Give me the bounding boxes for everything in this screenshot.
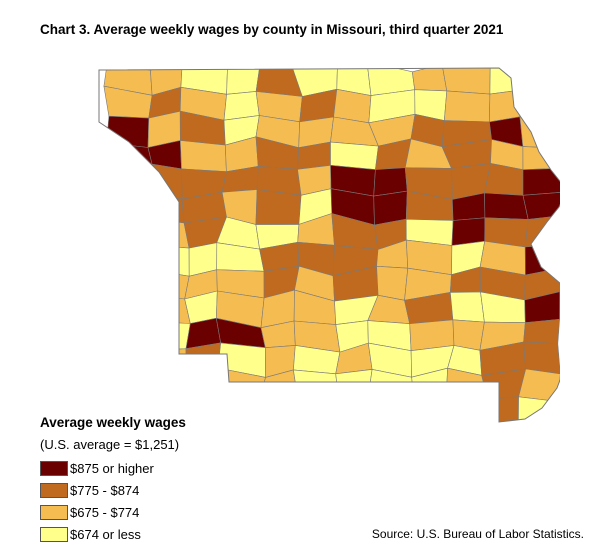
county: [103, 163, 153, 196]
county: [449, 291, 485, 323]
county: [259, 392, 298, 422]
legend-swatch: [40, 460, 68, 476]
chart-title: Chart 3. Average weekly wages by county …: [40, 22, 504, 37]
legend-label: $674 or less: [70, 526, 141, 542]
county: [293, 369, 340, 404]
legend-item-775-874: $775 - $874: [40, 482, 139, 498]
legend-swatch: [40, 526, 68, 542]
county: [524, 214, 560, 248]
county: [489, 68, 523, 95]
legend-swatch: [40, 482, 68, 498]
county: [292, 392, 340, 422]
county: [524, 244, 560, 276]
legend-label: $775 - $874: [70, 482, 140, 498]
missouri-county-map: [95, 62, 560, 424]
county: [368, 393, 416, 422]
legend-swatch: [40, 504, 68, 520]
county: [223, 91, 260, 121]
legend-note: (U.S. average = $1,251): [40, 437, 180, 452]
legend-label: $875 or higher: [70, 460, 154, 476]
county: [103, 371, 152, 399]
county: [110, 190, 152, 226]
county: [489, 89, 521, 123]
county: [330, 141, 379, 170]
county: [414, 394, 448, 422]
county: [334, 392, 370, 422]
county: [110, 217, 146, 247]
legend-item-875-or-higher: $875 or higher: [40, 460, 154, 476]
county: [226, 68, 261, 95]
county: [110, 244, 146, 275]
county: [185, 367, 219, 402]
county: [182, 395, 218, 422]
county: [110, 320, 146, 352]
legend-item-674-or-less: $674 or less: [40, 526, 141, 542]
county: [215, 397, 264, 422]
county: [441, 68, 491, 95]
county: [484, 192, 529, 220]
county: [452, 319, 485, 351]
state-outline: [98, 67, 560, 423]
county: [517, 68, 560, 95]
county: [376, 265, 409, 301]
county: [518, 368, 560, 402]
county: [335, 369, 373, 404]
legend-item-675-774: $675 - $774: [40, 504, 139, 520]
county: [517, 89, 560, 121]
county: [255, 68, 303, 97]
source-note: Source: U.S. Bureau of Labor Statistics.: [371, 527, 584, 541]
county: [523, 318, 560, 345]
county: [142, 294, 191, 324]
county: [140, 371, 190, 399]
legend-label: $675 - $774: [70, 504, 140, 520]
county: [110, 268, 145, 298]
county: [110, 344, 146, 377]
county: [523, 341, 560, 375]
county: [217, 342, 266, 378]
legend-heading: Average weekly wages: [40, 415, 186, 430]
county: [522, 191, 560, 220]
county: [255, 189, 302, 225]
county: [522, 167, 560, 196]
county: [519, 116, 560, 149]
county: [144, 321, 191, 352]
county: [443, 90, 491, 123]
county: [144, 244, 190, 277]
county: [110, 294, 146, 322]
county: [522, 146, 560, 171]
county: [451, 217, 486, 246]
county: [446, 394, 488, 422]
county: [179, 140, 227, 173]
